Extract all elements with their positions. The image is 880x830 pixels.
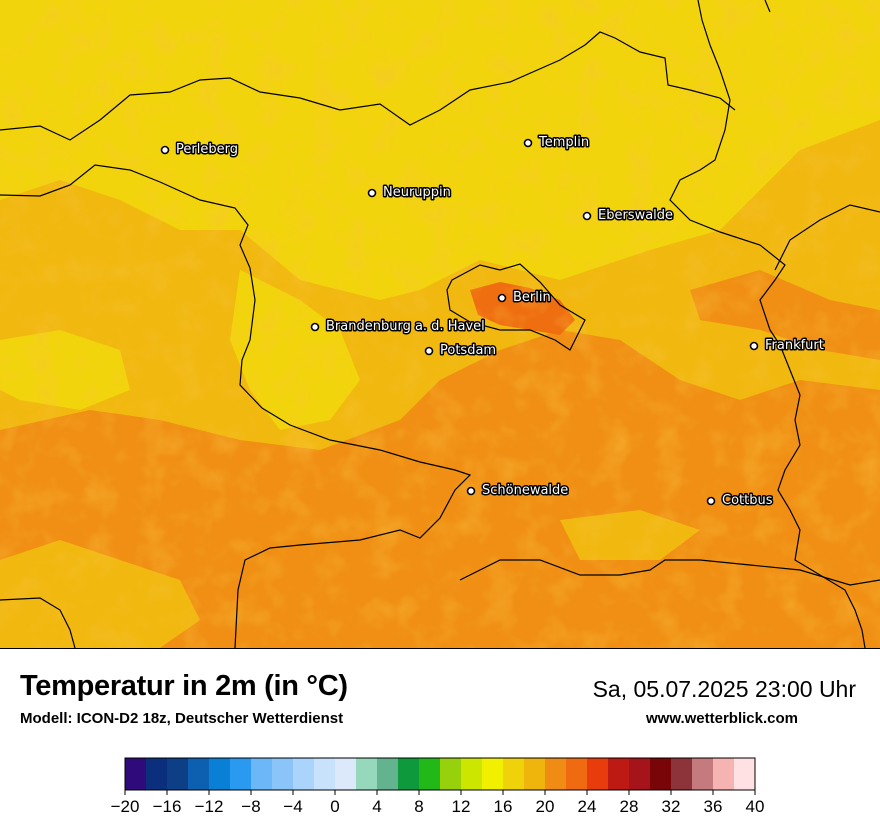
border-berlin — [446, 263, 586, 351]
city-marker — [582, 211, 592, 221]
legend-swatch — [419, 758, 441, 790]
legend-swatch — [650, 758, 672, 790]
legend-swatch — [629, 758, 651, 790]
city-cottbus[interactable]: Cottbus — [706, 492, 774, 510]
legend-swatch — [230, 758, 252, 790]
city-marker — [424, 346, 434, 356]
city-eberswalde[interactable]: Eberswalde — [582, 207, 675, 225]
legend-swatch — [566, 758, 588, 790]
legend-border — [124, 757, 756, 791]
legend-swatch — [167, 758, 189, 790]
legend-swatch — [440, 758, 462, 790]
map-canvas: Perleberg Templin Neuruppin Eberswalde B… — [0, 0, 880, 648]
city-marker — [749, 341, 759, 351]
border-brandenburg-north — [0, 31, 736, 141]
city-label-brandenburg: Brandenburg a. d. Havel — [326, 319, 485, 334]
legend-tick-label: −20 — [111, 797, 140, 816]
legend-swatch — [398, 758, 420, 790]
legend-swatch — [692, 758, 714, 790]
legend-tick-label: 16 — [494, 797, 513, 816]
legend-tick-label: 0 — [330, 797, 339, 816]
city-label-perleberg: Perleberg — [176, 142, 238, 157]
city-marker — [523, 138, 533, 148]
border-southwest — [0, 597, 76, 648]
legend-tick-label: 8 — [414, 797, 423, 816]
border-northeast — [764, 0, 771, 13]
city-neuruppin[interactable]: Neuruppin — [367, 184, 452, 202]
legend-swatch — [713, 758, 735, 790]
city-label-schoenewalde: Schönewalde — [482, 483, 568, 498]
city-schoenewalde[interactable]: Schönewalde — [466, 482, 570, 500]
legend-swatch — [335, 758, 357, 790]
legend-tick-label: 20 — [536, 797, 555, 816]
legend-tick-label: 32 — [662, 797, 681, 816]
city-label-eberswalde: Eberswalde — [598, 208, 673, 223]
city-label-frankfurt: Frankfurt — [765, 338, 824, 353]
legend-tick-label: 36 — [704, 797, 723, 816]
legend-swatch — [314, 758, 336, 790]
legend-swatch — [734, 758, 756, 790]
legend-tick-label: 40 — [746, 797, 765, 816]
border-east-corner — [774, 204, 880, 271]
legend-swatch — [671, 758, 693, 790]
city-perleberg[interactable]: Perleberg — [160, 141, 239, 159]
legend-tick-label: −12 — [195, 797, 224, 816]
website-link[interactable]: www.wetterblick.com — [646, 710, 798, 727]
forecast-datetime: Sa, 05.07.2025 23:00 Uhr — [592, 676, 856, 702]
legend-tick-label: 28 — [620, 797, 639, 816]
model-subtitle: Modell: ICON-D2 18z, Deutscher Wetterdie… — [20, 710, 344, 727]
city-marker — [367, 188, 377, 198]
city-label-templin: Templin — [538, 135, 589, 150]
legend-tick-label: −8 — [241, 797, 260, 816]
city-label-cottbus: Cottbus — [722, 493, 773, 508]
legend-swatch — [587, 758, 609, 790]
legend-swatch — [608, 758, 630, 790]
cities: Perleberg Templin Neuruppin Eberswalde B… — [160, 134, 825, 510]
legend-swatch — [524, 758, 546, 790]
city-marker — [706, 496, 716, 506]
city-brandenburg[interactable]: Brandenburg a. d. Havel — [310, 318, 486, 336]
legend-swatch — [209, 758, 231, 790]
border-poland — [669, 0, 866, 648]
legend-swatch — [356, 758, 378, 790]
legend-tick-label: −16 — [153, 797, 182, 816]
city-frankfurt[interactable]: Frankfurt — [749, 337, 825, 355]
legend-swatch — [125, 758, 147, 790]
legend-canvas: −20 −16 −12 −8 −4 0 4 8 12 16 20 24 28 32 36 40 — [111, 757, 765, 816]
legend-swatch — [272, 758, 294, 790]
legend-swatch — [293, 758, 315, 790]
city-berlin[interactable]: Berlin — [497, 289, 552, 307]
map-title: Temperatur in 2m (in °C) — [20, 670, 348, 702]
legend-tick-label: 24 — [578, 797, 597, 816]
city-marker — [466, 486, 476, 496]
city-marker — [160, 145, 170, 155]
border-saxony-south — [459, 559, 880, 586]
legend-swatch — [503, 758, 525, 790]
state-borders — [0, 0, 880, 648]
legend-swatch — [461, 758, 483, 790]
city-potsdam[interactable]: Potsdam — [424, 342, 498, 360]
legend-tick-label: 4 — [372, 797, 381, 816]
legend-swatch — [482, 758, 504, 790]
color-legend: −20 −16 −12 −8 −4 0 4 8 12 16 20 24 28 32 36 40 — [100, 750, 780, 825]
legend-swatch — [377, 758, 399, 790]
temperature-map: Perleberg Templin Neuruppin Eberswalde B… — [0, 0, 880, 649]
legend-swatch — [188, 758, 210, 790]
border-brandenburg-west — [0, 164, 472, 648]
city-label-berlin: Berlin — [513, 290, 551, 305]
legend-swatch — [545, 758, 567, 790]
city-label-potsdam: Potsdam — [440, 343, 496, 358]
legend-tick-label: −4 — [283, 797, 302, 816]
city-templin[interactable]: Templin — [523, 134, 591, 152]
city-label-neuruppin: Neuruppin — [383, 185, 451, 200]
legend-swatch — [251, 758, 273, 790]
legend-tick-label: 12 — [452, 797, 471, 816]
legend-swatch — [146, 758, 168, 790]
city-marker — [310, 322, 320, 332]
city-marker — [497, 293, 507, 303]
